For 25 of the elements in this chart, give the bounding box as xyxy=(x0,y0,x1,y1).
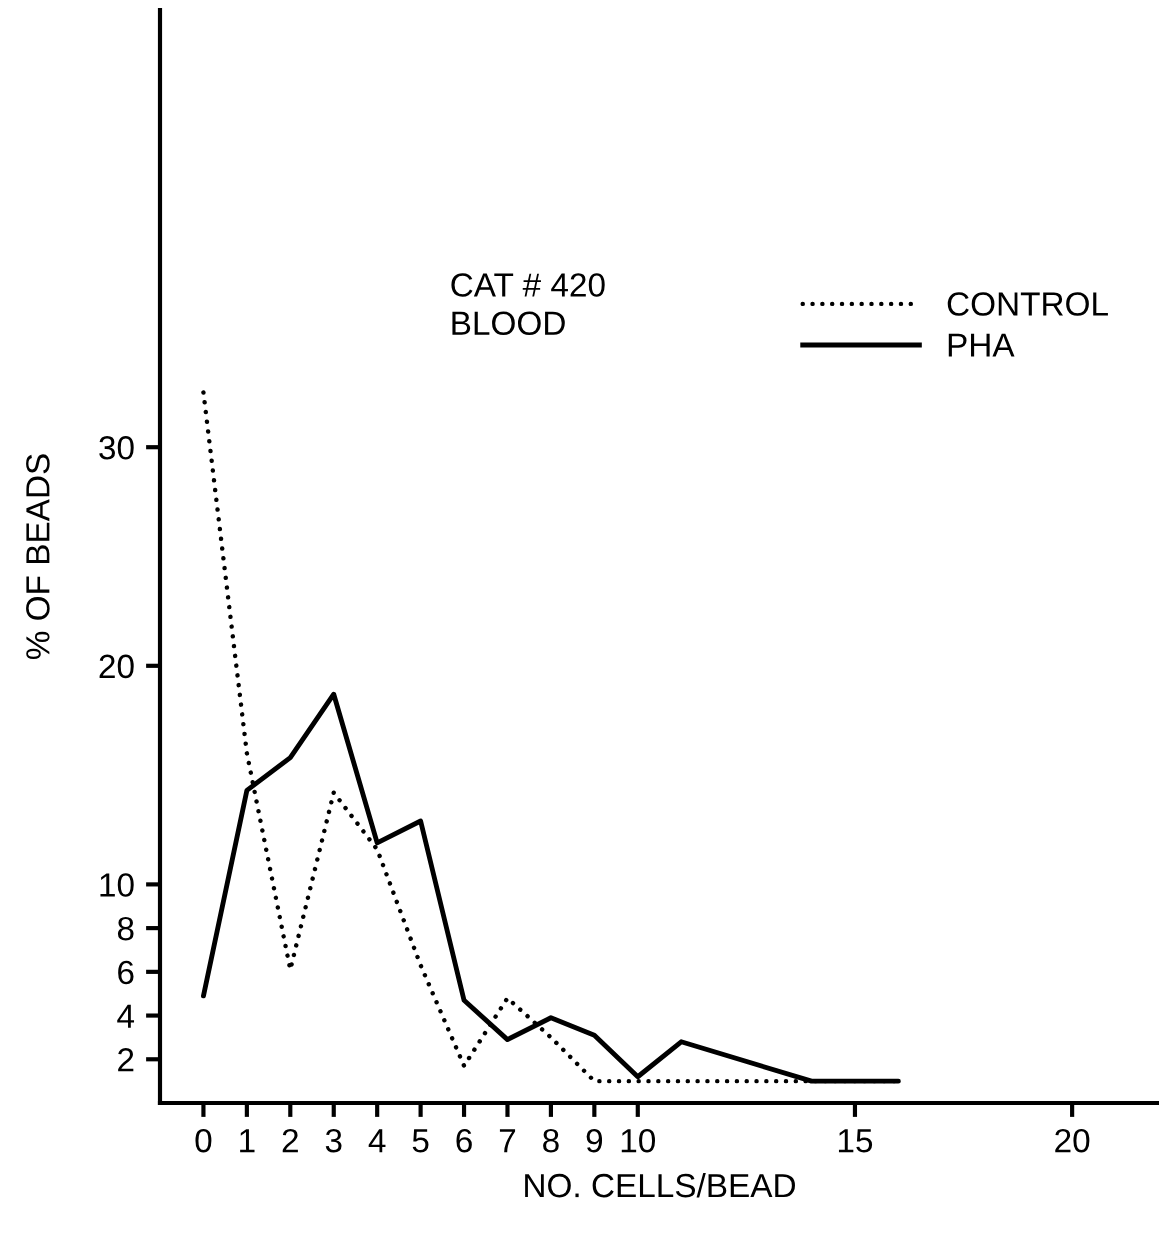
x-tick-label: 2 xyxy=(282,1128,298,1153)
legend-label: CONTROL xyxy=(947,292,1108,316)
x-tick-label: 6 xyxy=(456,1128,472,1153)
x-axis-title: NO. CELLS/BEAD xyxy=(525,1172,795,1198)
x-tick-label: 4 xyxy=(368,1129,386,1153)
y-tick-label: 2 xyxy=(118,1048,134,1072)
y-tick-label: 4 xyxy=(117,1004,135,1028)
x-tick-label: 5 xyxy=(412,1129,429,1153)
y-tick-label: 30 xyxy=(99,436,134,460)
x-tick-label: 9 xyxy=(586,1128,603,1153)
y-tick-label: 20 xyxy=(99,654,134,679)
x-tick-label: 8 xyxy=(543,1128,559,1153)
y-tick-label: 6 xyxy=(118,960,134,985)
x-tick-label: 10 xyxy=(621,1128,656,1153)
x-tick-label: 3 xyxy=(325,1128,342,1153)
annotation: CAT # 420 BLOOD xyxy=(451,273,605,336)
legend-label: PHA xyxy=(948,333,1015,357)
x-tick-label: 15 xyxy=(838,1129,873,1153)
x-tick-label: 1 xyxy=(240,1129,255,1153)
x-tick-label: 20 xyxy=(1055,1128,1090,1153)
x-tick-label: 7 xyxy=(499,1129,516,1153)
y-axis-title: % OF BEADS xyxy=(26,454,50,660)
x-tick-label: 0 xyxy=(195,1128,212,1153)
y-tick-label: 10 xyxy=(100,873,134,897)
y-tick-label: 8 xyxy=(117,916,134,941)
